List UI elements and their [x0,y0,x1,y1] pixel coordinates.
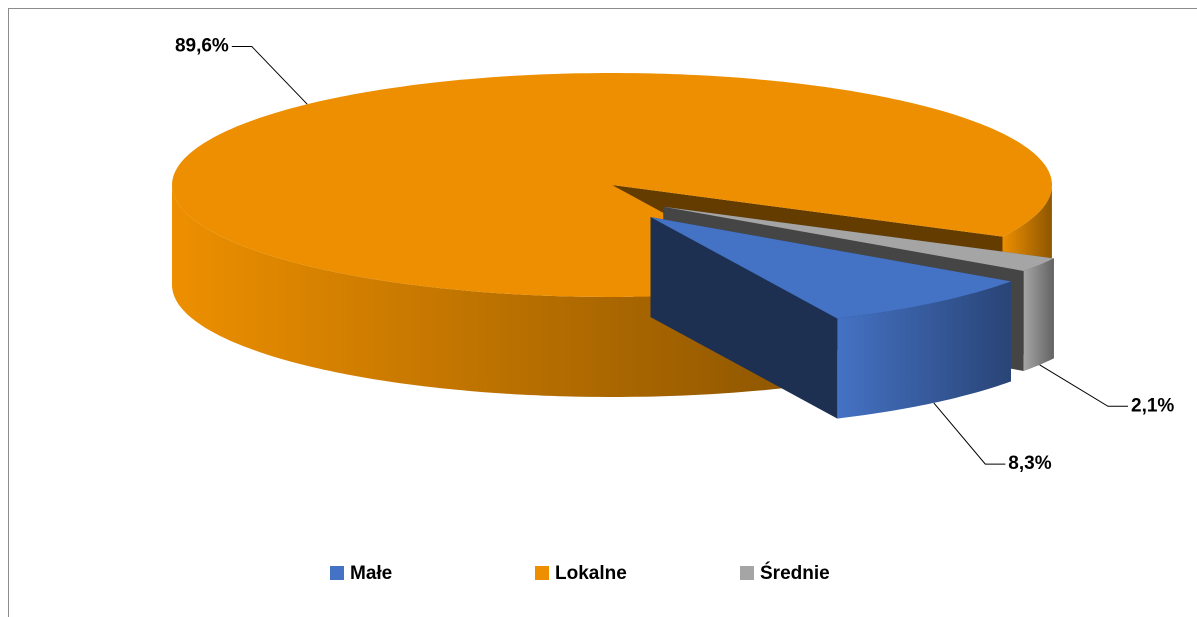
slice-side [172,185,799,397]
pie-slice [663,206,1054,271]
data-label: 89,6% [175,36,229,57]
legend-label: Lokalne [555,563,627,584]
pie-slice [650,217,1011,319]
leader-line [231,46,308,105]
slice-cut [650,217,838,419]
slice-side [1023,258,1054,371]
legend-label: Średnie [760,562,830,584]
pie-slice [172,73,1052,297]
data-label: 8,3% [1008,453,1051,474]
legend-label: Małe [350,563,392,584]
leader-line [1039,364,1128,407]
legend-swatch [330,566,344,580]
slice-side [837,281,1011,419]
legend-swatch [740,566,754,580]
chart-border [8,8,1197,617]
legend-swatch [535,566,549,580]
data-label: 2,1% [1131,395,1174,416]
leader-line [933,402,1006,465]
